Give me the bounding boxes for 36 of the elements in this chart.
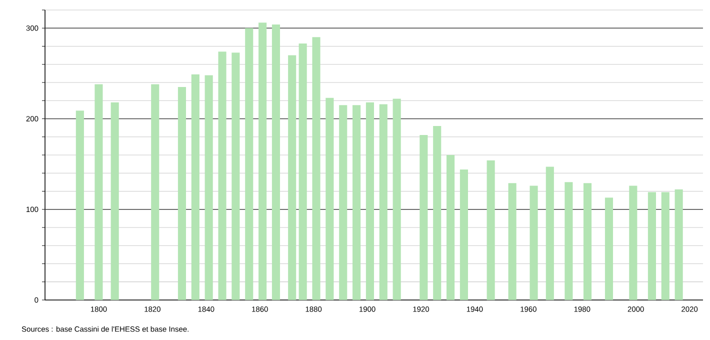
bar bbox=[94, 84, 103, 300]
bar bbox=[191, 74, 200, 300]
bar bbox=[674, 189, 683, 300]
bar bbox=[530, 186, 538, 300]
bar bbox=[76, 110, 84, 300]
bar bbox=[583, 183, 592, 300]
bar bbox=[258, 22, 267, 300]
bar bbox=[546, 166, 554, 300]
bar bbox=[218, 52, 226, 300]
bar bbox=[604, 198, 614, 300]
bar bbox=[564, 182, 573, 300]
bar bbox=[339, 105, 348, 300]
bar bbox=[245, 28, 254, 300]
bar bbox=[420, 135, 428, 300]
bar bbox=[446, 154, 455, 300]
bar bbox=[392, 98, 401, 300]
bar bbox=[178, 87, 186, 300]
bar bbox=[352, 105, 361, 300]
bar bbox=[433, 126, 442, 300]
bar bbox=[508, 183, 516, 300]
bar bbox=[312, 37, 320, 300]
bar bbox=[298, 44, 307, 300]
bar bbox=[460, 169, 468, 300]
bar bbox=[204, 75, 213, 300]
bar bbox=[288, 55, 296, 300]
bar bbox=[272, 24, 280, 300]
bar bbox=[151, 84, 160, 300]
bar bbox=[486, 160, 495, 300]
bar bbox=[629, 186, 638, 300]
bar bbox=[326, 98, 334, 300]
bar bbox=[232, 52, 240, 300]
bar bbox=[648, 192, 656, 300]
bar bbox=[110, 102, 119, 300]
bar bbox=[366, 102, 374, 300]
bar bbox=[661, 192, 670, 300]
bar bbox=[379, 104, 388, 300]
